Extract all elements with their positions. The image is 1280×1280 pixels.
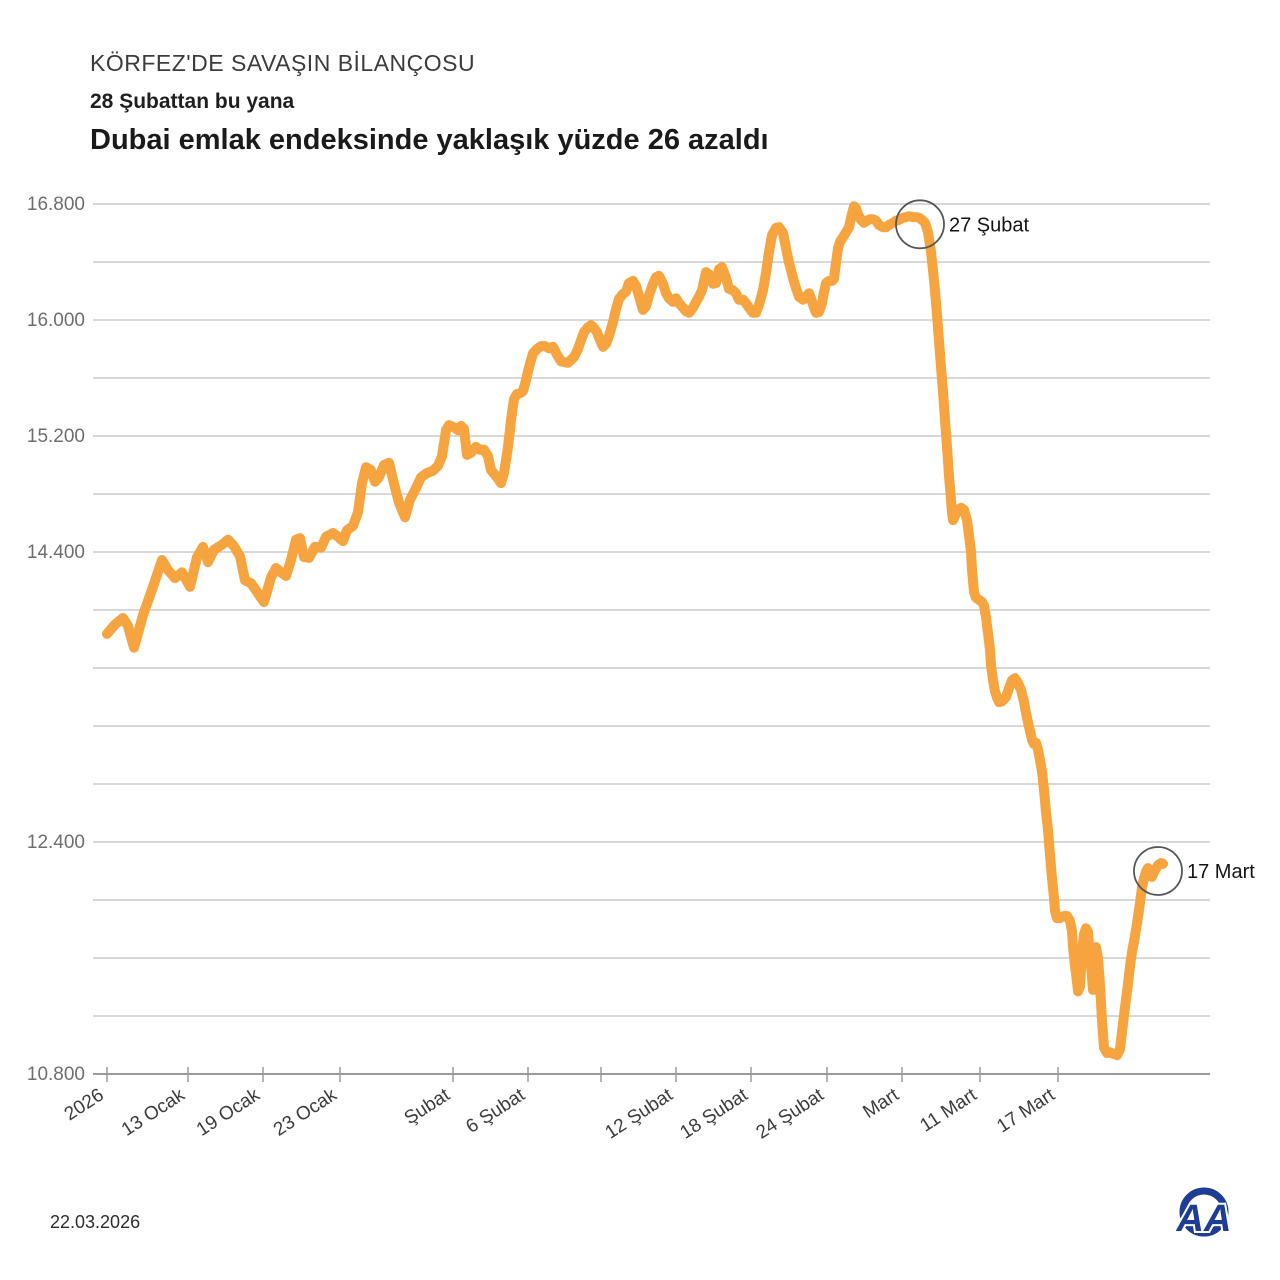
x-axis-label: 2026 (61, 1085, 108, 1126)
subtitle: 28 Şubattan bu yana (90, 90, 295, 113)
page-title: Dubai emlak endeksinde yaklaşık yüzde 26… (90, 124, 769, 156)
x-axis-label: Mart (859, 1084, 903, 1123)
annotation-circle (1133, 846, 1183, 896)
y-axis-label: 15.200 (27, 426, 85, 447)
x-axis-label: Şubat (401, 1084, 455, 1129)
kicker-title: KÖRFEZ'DE SAVAŞIN BİLANÇOSU (90, 50, 476, 76)
x-axis-label: 11 Mart (916, 1084, 981, 1136)
x-axis-label: 19 Ocak (193, 1084, 264, 1140)
publication-date: 22.03.2026 (50, 1212, 141, 1232)
x-axis-label: 17 Mart (993, 1084, 1059, 1137)
y-axis-label: 16.000 (27, 310, 85, 331)
annotation-label: 17 Mart (1187, 861, 1255, 883)
x-axis-label: 12 Şubat (601, 1084, 677, 1143)
annotation-circle (895, 199, 945, 250)
aa-agency-logo: AA (1174, 1187, 1233, 1242)
x-axis-label: 6 Şubat (462, 1084, 529, 1138)
x-axis-label: 24 Şubat (752, 1084, 828, 1143)
annotation-label: 27 Şubat (949, 214, 1030, 236)
y-axis-label: 16.800 (27, 194, 85, 215)
y-axis-label: 10.800 (27, 1064, 85, 1085)
x-axis-label: 23 Ocak (270, 1084, 341, 1140)
x-axis-label: 18 Şubat (676, 1084, 752, 1143)
y-axis-label: 12.400 (27, 832, 85, 853)
y-axis-label: 14.400 (27, 542, 85, 563)
series-line-dubai-emlak-endeksi (102, 201, 1168, 1061)
x-axis-label: 13 Ocak (118, 1084, 189, 1140)
aa-logo-ring (1179, 1187, 1229, 1237)
aa-logo-text: AA (1176, 1198, 1232, 1240)
